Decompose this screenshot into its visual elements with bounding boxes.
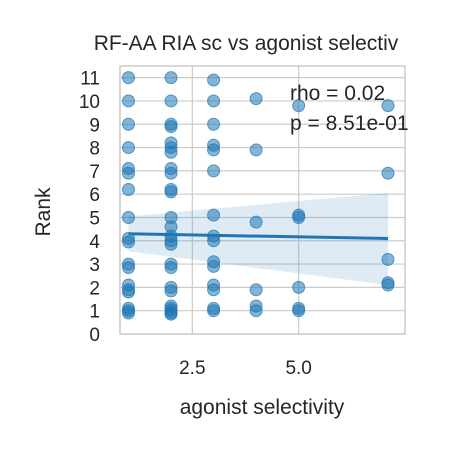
plot-frame-layer	[119, 65, 406, 335]
data-point	[381, 278, 395, 292]
data-point	[122, 94, 136, 108]
y-tick-label: 3	[89, 255, 100, 276]
y-tick-label: 11	[80, 69, 100, 90]
data-point	[249, 283, 263, 297]
data-point	[164, 284, 178, 298]
data-point	[164, 261, 178, 275]
data-point	[207, 94, 221, 108]
data-point	[249, 143, 263, 157]
data-point	[207, 143, 221, 157]
chart-title: RF-AA RIA sc vs agonist selectiv	[94, 32, 399, 55]
points-layer	[122, 71, 395, 321]
data-point	[164, 145, 178, 159]
y-axis-label: Rank	[32, 187, 55, 237]
y-tick-label: 10	[79, 92, 100, 113]
data-point	[164, 120, 178, 134]
data-point	[292, 210, 306, 224]
x-axis-label: agonist selectivity	[180, 396, 345, 419]
data-point	[292, 304, 306, 318]
y-tick-label: 5	[89, 208, 100, 229]
data-point	[207, 73, 221, 87]
data-point	[207, 117, 221, 131]
y-tick-label: 2	[89, 278, 100, 299]
data-point	[164, 307, 178, 321]
data-point	[122, 166, 136, 180]
x-tick-label: 2.5	[179, 358, 205, 379]
data-point	[249, 92, 263, 106]
data-point	[207, 208, 221, 222]
data-point	[207, 259, 221, 273]
regression-line-layer	[128, 232, 389, 240]
y-tick-label: 4	[89, 232, 100, 253]
data-point	[292, 280, 306, 294]
x-tick-label: 5.0	[285, 358, 311, 379]
confidence-band-layer	[128, 193, 388, 286]
regression-line	[128, 232, 389, 240]
x-tick-labels: 2.5 5.0	[179, 358, 312, 379]
confidence-band	[128, 193, 388, 286]
data-point	[122, 141, 136, 155]
y-tick-label: 0	[89, 325, 100, 346]
data-point	[381, 99, 395, 113]
data-point	[249, 215, 263, 229]
data-point	[122, 235, 136, 249]
rho-annotation: rho = 0.02	[290, 82, 385, 105]
data-point	[249, 304, 263, 318]
data-point	[122, 71, 136, 85]
y-tick-label: 9	[89, 115, 100, 136]
data-point	[122, 117, 136, 131]
data-point	[292, 99, 306, 113]
data-point	[122, 306, 136, 320]
y-tick-label: 8	[89, 139, 100, 160]
data-point	[164, 237, 178, 251]
data-point	[122, 285, 136, 299]
data-point	[164, 185, 178, 199]
data-point	[381, 166, 395, 180]
data-point	[207, 164, 221, 178]
data-point	[207, 304, 221, 318]
data-point	[207, 283, 221, 297]
data-point	[164, 71, 178, 85]
p-value-annotation: p = 8.51e-01	[290, 112, 409, 135]
data-point	[122, 210, 136, 224]
y-tick-label: 7	[89, 162, 100, 183]
y-tick-label: 6	[89, 185, 100, 206]
data-point	[164, 166, 178, 180]
y-tick-label: 1	[89, 302, 100, 323]
data-point	[122, 261, 136, 275]
data-point	[381, 252, 395, 266]
data-point	[164, 94, 178, 108]
plot-frame	[119, 65, 406, 335]
data-point	[122, 183, 136, 197]
